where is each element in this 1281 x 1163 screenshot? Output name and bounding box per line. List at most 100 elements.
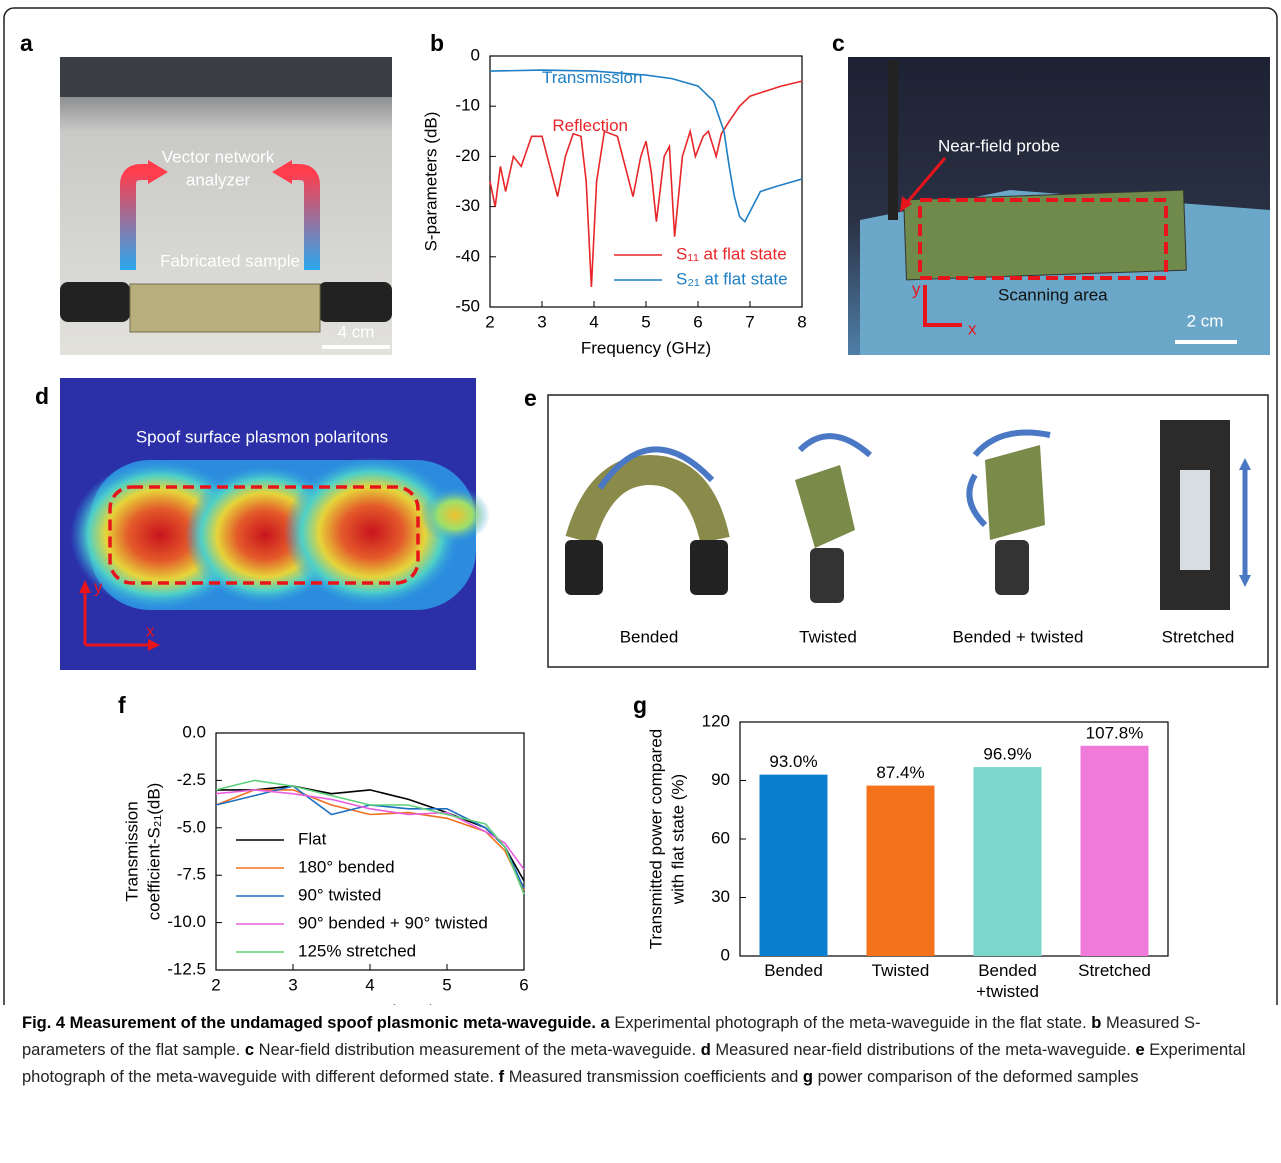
bar xyxy=(760,775,828,956)
state-label: Bended xyxy=(620,627,679,646)
caption-text: power comparison of the deformed samples xyxy=(818,1068,1139,1086)
value-label: 87.4% xyxy=(876,763,924,782)
caption-panel-label: e xyxy=(1135,1041,1144,1059)
annotation: Reflection xyxy=(552,116,628,135)
photo-text: Vector network xyxy=(162,147,275,166)
y-axis-label: with flat state (%) xyxy=(668,774,687,905)
caption-panel-label: g xyxy=(803,1068,813,1086)
x-tick-label: 4 xyxy=(589,312,598,331)
caption-text: Near-field distribution measurement of t… xyxy=(259,1041,696,1059)
map-title: Spoof surface plasmon polaritons xyxy=(136,427,388,446)
y-tick-label: 0 xyxy=(471,45,480,64)
bar xyxy=(867,786,935,956)
scale-bar-label: 2 cm xyxy=(1187,311,1224,330)
y-axis-label: S-parameters (dB) xyxy=(421,112,440,252)
panel-label: c xyxy=(832,30,845,56)
axis-label: x xyxy=(968,319,977,338)
photo-a xyxy=(60,57,392,355)
value-label: 96.9% xyxy=(983,745,1031,764)
x-tick-label: 8 xyxy=(797,312,806,331)
x-tick-label: 4 xyxy=(365,975,374,994)
value-label: 107.8% xyxy=(1086,723,1144,742)
panel-label: e xyxy=(524,385,537,411)
y-tick-label: -12.5 xyxy=(167,959,206,978)
y-tick-label: 120 xyxy=(702,711,730,730)
x-tick-label: Stretched xyxy=(1060,960,1170,981)
caption-title: Fig. 4 Measurement of the undamaged spoo… xyxy=(22,1014,596,1032)
y-tick-label: 30 xyxy=(711,887,730,906)
y-axis-label: coefficient-S₂₁(dB) xyxy=(144,783,163,921)
caption-text: Measured near-field distributions of the… xyxy=(715,1041,1130,1059)
photo-text: Scanning area xyxy=(998,285,1108,304)
scale-bar-label: 4 cm xyxy=(338,322,375,341)
state-label: Bended + twisted xyxy=(953,627,1084,646)
panel-label: g xyxy=(633,692,647,718)
x-tick-label: Bended xyxy=(739,960,849,981)
panel-label: f xyxy=(118,692,126,718)
bar xyxy=(1081,746,1149,956)
panel-label: a xyxy=(20,30,33,56)
axis-label: y xyxy=(94,577,103,596)
bar xyxy=(974,767,1042,956)
state-label: Stretched xyxy=(1162,627,1235,646)
legend-label: 125% stretched xyxy=(298,941,416,960)
y-axis-label: Transmitted power compared xyxy=(646,729,665,949)
panel-label: b xyxy=(430,30,444,56)
data-line xyxy=(216,780,524,894)
annotation: Transmission xyxy=(542,68,642,87)
x-tick-label: 6 xyxy=(519,975,528,994)
x-tick-label: Twisted xyxy=(846,960,956,981)
caption-text: Experimental photograph of the meta-wave… xyxy=(614,1014,1086,1032)
photo-text: Near-field probe xyxy=(938,136,1060,155)
caption-text: Measured transmission coefficients and xyxy=(509,1068,799,1086)
y-tick-label: 0 xyxy=(721,945,730,964)
x-tick-label: 3 xyxy=(288,975,297,994)
y-tick-label: 90 xyxy=(711,770,730,789)
y-tick-label: -20 xyxy=(455,146,480,165)
legend-label: 90° bended + 90° twisted xyxy=(298,913,488,932)
field-map xyxy=(60,378,490,670)
caption-panel-label: a xyxy=(601,1014,610,1032)
caption-panel-label: f xyxy=(499,1068,505,1086)
x-tick-label: 3 xyxy=(537,312,546,331)
photo-text: analyzer xyxy=(186,170,251,189)
plot-frame xyxy=(216,733,524,970)
legend-label: S₂₁ at flat state xyxy=(676,269,788,288)
photo-text: Fabricated sample xyxy=(160,251,300,270)
legend-label: Flat xyxy=(298,829,327,848)
x-tick-label: 5 xyxy=(641,312,650,331)
y-tick-label: -7.5 xyxy=(177,865,206,884)
y-axis-label: Transmission xyxy=(122,801,141,901)
legend-label: S₁₁ at flat state xyxy=(676,244,787,263)
caption-panel-label: d xyxy=(701,1041,711,1059)
legend-label: 180° bended xyxy=(298,857,395,876)
axis-label: y xyxy=(912,279,921,298)
y-tick-label: -2.5 xyxy=(177,770,206,789)
x-tick-label: 2 xyxy=(485,312,494,331)
photo-c xyxy=(848,57,1270,355)
x-axis-label: Frequency (GHz) xyxy=(305,1001,435,1005)
y-tick-label: -40 xyxy=(455,246,480,265)
x-tick-label: Bended +twisted xyxy=(973,960,1043,1002)
y-tick-label: -30 xyxy=(455,196,480,215)
y-tick-label: -10.0 xyxy=(167,912,206,931)
caption: Fig. 4 Measurement of the undamaged spoo… xyxy=(22,1010,1262,1091)
panel-label: d xyxy=(35,383,49,409)
legend-label: 90° twisted xyxy=(298,885,381,904)
y-tick-label: -10 xyxy=(455,96,480,115)
value-label: 93.0% xyxy=(769,752,817,771)
x-tick-label: 2 xyxy=(211,975,220,994)
photo-e xyxy=(565,420,1251,610)
state-label: Twisted xyxy=(799,627,857,646)
caption-panel-label: b xyxy=(1091,1014,1101,1032)
x-tick-label: 6 xyxy=(693,312,702,331)
y-tick-label: -5.0 xyxy=(177,817,206,836)
x-tick-label: 5 xyxy=(442,975,451,994)
axis-label: x xyxy=(146,621,155,640)
caption-panel-label: c xyxy=(245,1041,254,1059)
figure: a Vector network analyzer Fabricated sam… xyxy=(0,0,1281,1005)
y-tick-label: 0.0 xyxy=(182,722,206,741)
y-tick-label: -50 xyxy=(455,296,480,315)
figure-page: a Vector network analyzer Fabricated sam… xyxy=(0,0,1281,1163)
y-tick-label: 60 xyxy=(711,828,730,847)
